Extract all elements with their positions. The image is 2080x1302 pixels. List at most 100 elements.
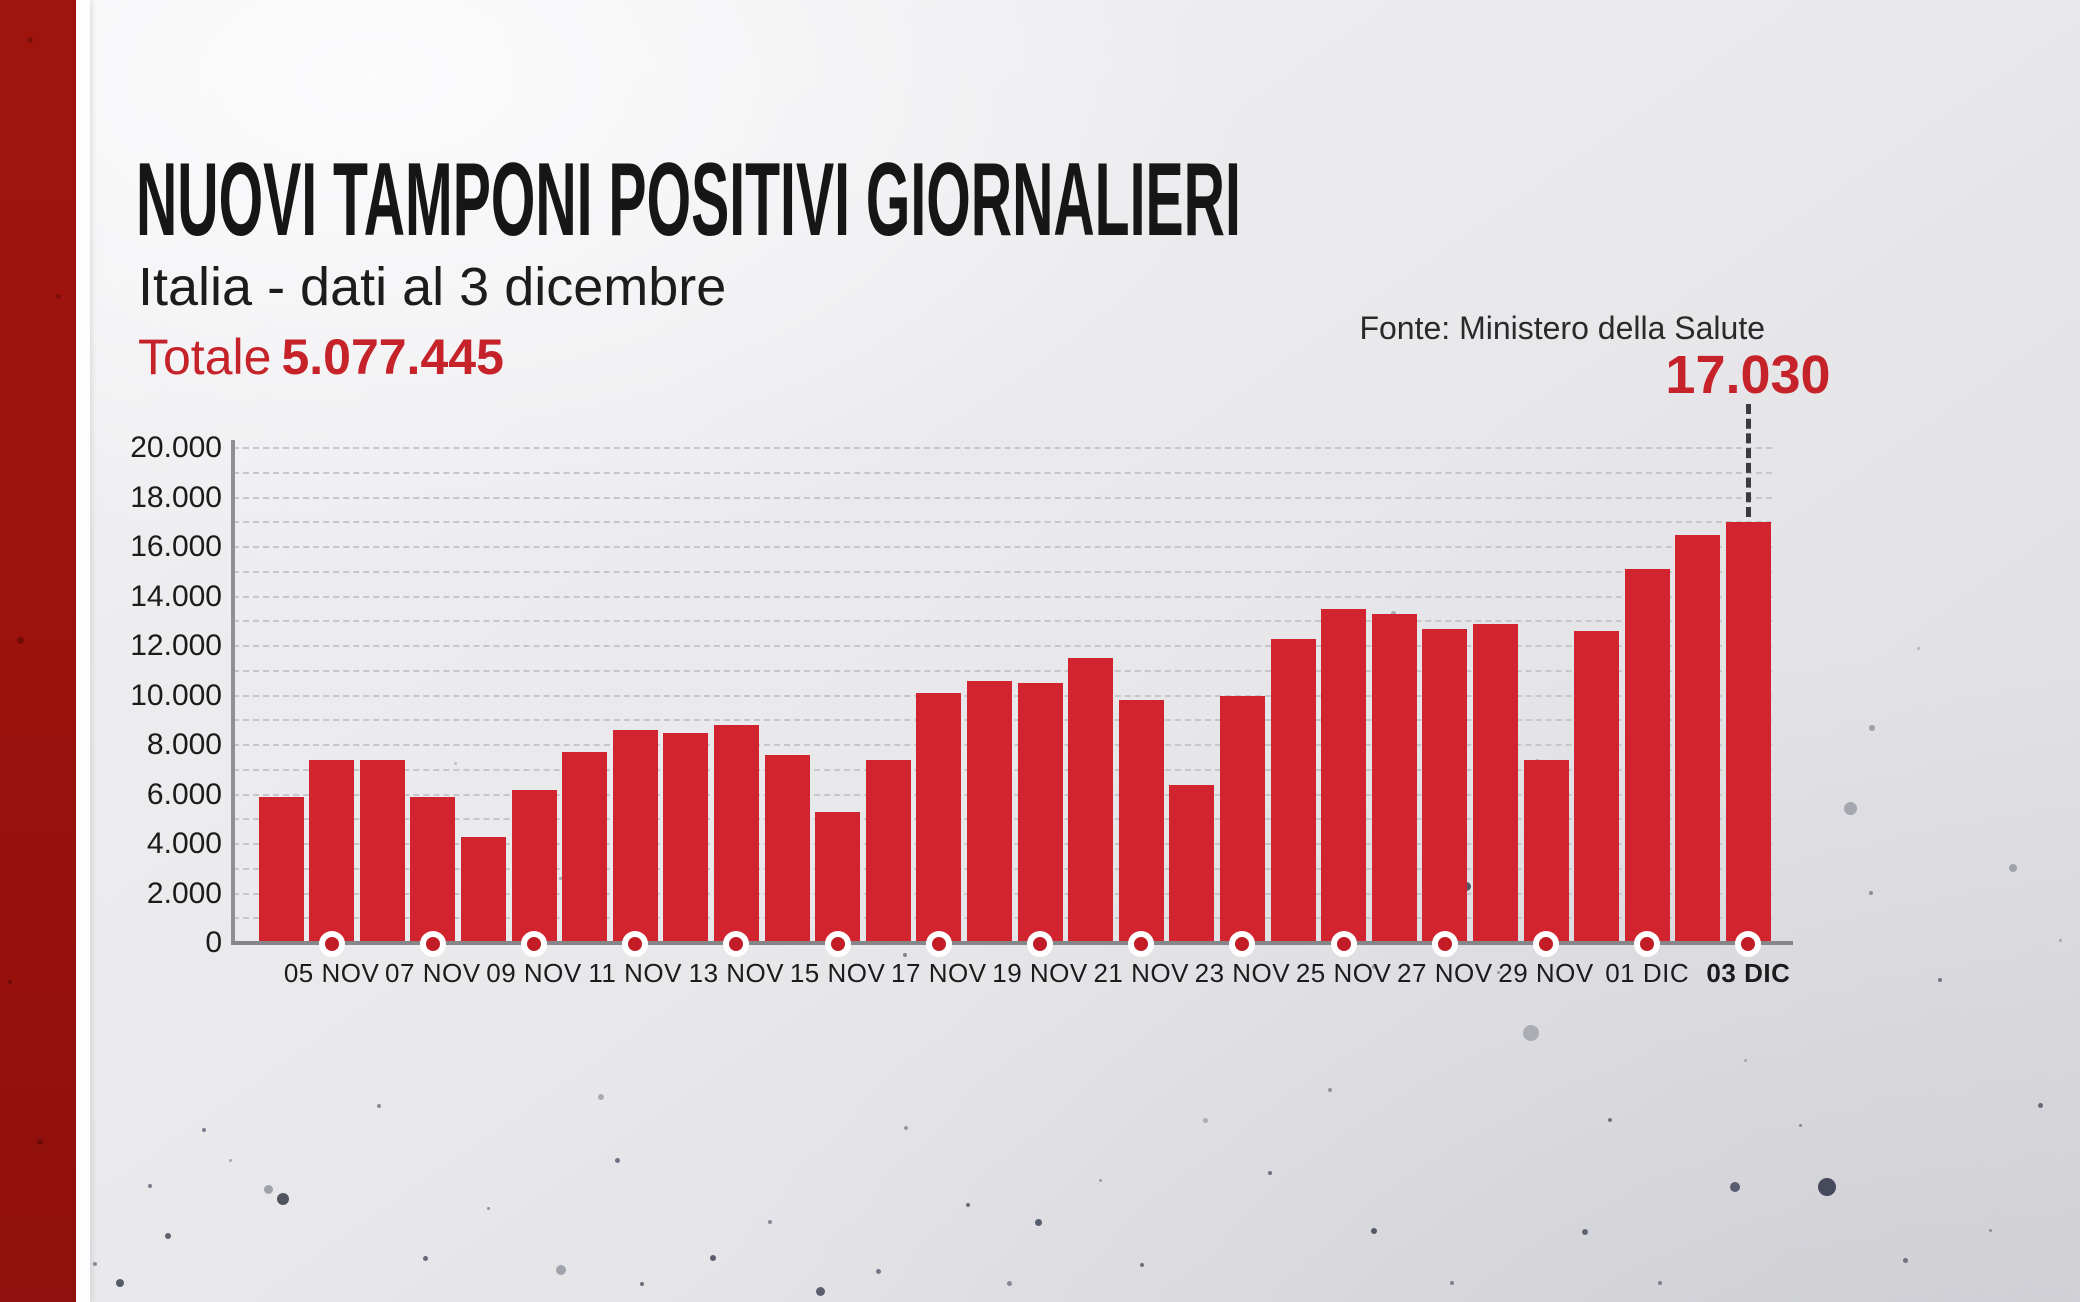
speckle-dot (55, 293, 61, 299)
baseline-marker (521, 931, 547, 957)
speckle-dot (1869, 725, 1875, 731)
peak-dashed-line (1746, 404, 1751, 517)
bar-10-nov (562, 752, 608, 943)
bar-16-nov (865, 759, 911, 943)
baseline-marker (824, 931, 851, 957)
baseline-marker (419, 931, 446, 957)
x-tick-label: 25 NOV (1295, 958, 1392, 988)
speckle-dot (37, 1139, 43, 1145)
speckle-dot (558, 876, 562, 880)
speckle-dot (1582, 1229, 1588, 1235)
speckle-dot (815, 1286, 825, 1296)
gridline (233, 620, 1772, 623)
x-tick-label: 05 NOV (283, 958, 380, 988)
y-tick-label: 10.000 (130, 678, 222, 712)
speckle-dot (1798, 1123, 1802, 1127)
y-tick-label: 8.000 (146, 728, 222, 761)
bar-25-nov (1321, 608, 1367, 943)
speckle-dot (453, 761, 457, 765)
total-value: 5.077.445 (281, 329, 504, 385)
speckle-dot (422, 1255, 428, 1261)
y-tick-label: 2.000 (146, 876, 222, 910)
x-tick-label: 29 NOV (1498, 958, 1594, 988)
speckle-dot (202, 1128, 206, 1132)
speckle-dot (1371, 963, 1377, 969)
speckle-dot (1658, 1281, 1662, 1285)
baseline-marker (1735, 931, 1762, 957)
bar-14-nov (764, 754, 810, 943)
y-tick-label: 0 (205, 926, 222, 959)
baseline-marker (1533, 931, 1559, 957)
speckle-dot (640, 1282, 644, 1286)
bar-24-nov (1270, 638, 1316, 943)
baseline-marker (723, 931, 750, 957)
bar-20-nov (1068, 658, 1114, 943)
bar-01-dic (1624, 569, 1670, 943)
speckle-dot (1869, 891, 1873, 895)
speckle-dot (377, 1104, 381, 1108)
speckle-dot (116, 1279, 124, 1287)
y-tick-label: 14.000 (130, 579, 222, 613)
bar-26-nov (1371, 613, 1417, 943)
y-axis-line (231, 440, 235, 945)
x-tick-label: 15 NOV (789, 958, 886, 988)
x-tick-label: 09 NOV (486, 958, 582, 988)
gridline (233, 546, 1772, 548)
speckle-dot (1450, 1281, 1454, 1285)
speckle-dot (1730, 1182, 1740, 1192)
speckle-dot (1523, 1025, 1539, 1041)
speckle-dot (598, 1094, 604, 1100)
gridline (233, 447, 1772, 449)
baseline-marker (622, 931, 649, 957)
bar-02-dic (1675, 534, 1721, 943)
speckle-dot (966, 1203, 970, 1207)
speckle-dot (148, 1184, 152, 1188)
speckle-dot (1371, 1228, 1377, 1234)
speckle-dot (2037, 1102, 2043, 1108)
speckle-dot (1006, 1280, 1012, 1286)
x-tick-label: 27 NOV (1397, 958, 1493, 988)
y-tick-label: 4.000 (146, 827, 222, 860)
x-axis-line (231, 941, 1793, 945)
speckle-dot (614, 1157, 620, 1163)
baseline-marker (1431, 931, 1458, 957)
bar-13-nov (713, 725, 759, 943)
baseline-marker (318, 931, 345, 957)
speckle-dot (556, 1265, 566, 1275)
speckle-dot (1916, 646, 1920, 650)
y-tick-label: 12.000 (130, 629, 222, 662)
speckle-dot (875, 1268, 881, 1274)
bar-17-nov (916, 693, 962, 943)
total-label: Totale (138, 329, 272, 385)
bar-18-nov (966, 680, 1012, 943)
speckle-dot (1390, 610, 1396, 616)
speckle-dot (27, 37, 33, 43)
gridline (233, 496, 1772, 499)
speckle-dot (16, 636, 24, 644)
x-tick-label: 13 NOV (688, 958, 785, 988)
bar-06-nov (359, 759, 405, 943)
y-tick-label: 16.000 (130, 530, 222, 563)
speckle-dot (1202, 1117, 1208, 1123)
speckle-dot (228, 1158, 232, 1162)
baseline-marker (1128, 931, 1155, 957)
bar-21-nov (1118, 700, 1164, 943)
gridline (233, 471, 1772, 474)
speckle-dot (277, 1193, 289, 1205)
gridline (233, 645, 1772, 647)
bar-04-nov (258, 796, 304, 943)
speckle-dot (1098, 1178, 1102, 1182)
bar-29-nov (1523, 759, 1569, 943)
x-tick-label: 23 NOV (1194, 958, 1291, 988)
gridline (233, 521, 1772, 524)
source-note: Fonte: Ministero della Salute (1359, 310, 1765, 346)
bar-12-nov (663, 732, 709, 943)
left-accent-bar (0, 0, 76, 1302)
x-tick-label: 17 NOV (891, 958, 987, 988)
speckle-dot (1034, 1218, 1042, 1226)
speckle-dot (904, 1126, 908, 1130)
speckle-dot (1140, 1263, 1144, 1267)
bar-19-nov (1017, 683, 1063, 943)
x-tick-label: 19 NOV (992, 958, 1088, 988)
